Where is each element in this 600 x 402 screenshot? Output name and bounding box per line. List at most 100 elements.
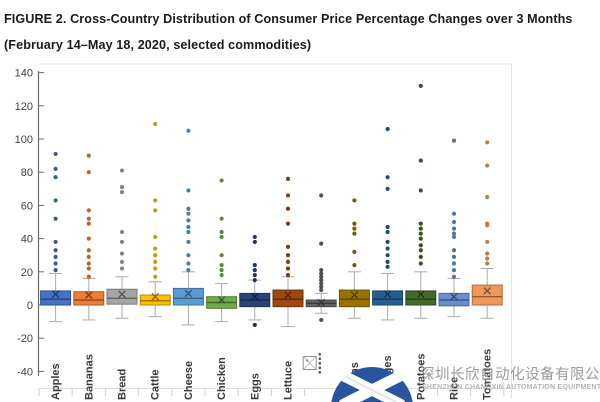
outlier-dot [385, 175, 390, 180]
x-axis-label-bread: Bread [117, 369, 129, 400]
mean-x-marker [251, 292, 259, 301]
outlier-dot [418, 236, 423, 241]
y-tick-label: -20 [17, 333, 33, 345]
outlier-dot [53, 198, 58, 203]
outlier-dot [319, 274, 324, 279]
outlier-dot [86, 261, 91, 266]
outlier-dot [352, 198, 357, 203]
outlier-dot [252, 322, 257, 328]
mean-x-marker [184, 289, 193, 298]
outlier-dot [153, 266, 158, 271]
outlier-dot [53, 248, 58, 253]
outlier-dot [485, 251, 490, 256]
outlier-dot [119, 251, 125, 256]
outlier-dot [451, 226, 457, 231]
outlier-dot [418, 221, 423, 226]
box-group-eggs: Eggs [239, 234, 271, 400]
outlier-dot [319, 284, 324, 289]
box-group-bread: Bread [106, 168, 138, 400]
outlier-dot [153, 234, 158, 240]
outlier-dot [319, 271, 324, 276]
outlier-dot [53, 166, 58, 171]
y-tick-label: -40 [17, 366, 33, 378]
outlier-dot [319, 268, 324, 273]
watermark: 深圳长欣自动化设备有限公司 SHENZHEN CHANGXIN AUTOMATI… [328, 356, 600, 402]
outlier-dot [53, 268, 58, 273]
outlier-dot [385, 259, 390, 264]
outlier-dot [319, 241, 324, 246]
outlier-dot [186, 224, 191, 230]
outlier-dot [119, 168, 125, 173]
mean-x-marker [217, 296, 226, 304]
iqr-box [73, 291, 105, 306]
company-logo-icon [331, 367, 413, 402]
outlier-dot [53, 261, 58, 266]
outlier-dot [186, 239, 191, 245]
outlier-dot [119, 190, 125, 195]
y-tick-label: 40 [21, 234, 33, 246]
outlier-dot [252, 234, 257, 240]
outlier-dot [86, 274, 91, 279]
outlier-dot [86, 208, 91, 213]
box-group-milk [302, 193, 337, 374]
outlier-dot [285, 176, 291, 181]
outlier-dot [352, 231, 357, 236]
outlier-dot [186, 229, 191, 235]
mean-x-marker [85, 291, 93, 299]
outlier-dot [451, 138, 457, 143]
outlier-dot [451, 211, 457, 216]
plot-border [38, 63, 512, 398]
mean-x-marker [284, 291, 292, 299]
outlier-dot [485, 261, 490, 266]
y-tick-label: 60 [21, 200, 33, 212]
y-tick-label: 140 [15, 68, 33, 80]
outlier-dot [418, 248, 423, 253]
mean-x-marker [350, 291, 359, 299]
outlier-dot [86, 254, 91, 259]
outlier-dot [418, 243, 423, 248]
box-group-rice: Rice [438, 138, 470, 400]
outlier-dot [451, 268, 457, 273]
outlier-dot [485, 239, 490, 245]
mean-x-marker [450, 292, 458, 301]
mean-x-marker [118, 290, 126, 298]
outlier-dot [319, 278, 324, 283]
box-group-chicken: Chicken [206, 178, 238, 400]
outlier-dot [485, 140, 490, 145]
outlier-dot [186, 128, 191, 133]
figure-subtitle: (February 14–May 18, 2020, selected comm… [4, 38, 312, 52]
box-group-apples: Apples [40, 151, 72, 400]
outlier-dot [186, 253, 191, 258]
outlier-dot [153, 208, 158, 213]
unreadable-label-text [318, 366, 321, 370]
outlier-dot [485, 256, 490, 261]
broken-image-icon [302, 353, 321, 374]
unreadable-label-text [318, 357, 321, 361]
unreadable-label-text [318, 362, 321, 365]
outlier-dot [451, 231, 457, 236]
iqr-box [405, 290, 437, 306]
outlier-dot [418, 231, 423, 236]
outlier-dot [53, 216, 58, 221]
outlier-dot [119, 185, 125, 190]
iqr-box [471, 284, 503, 306]
outlier-dot [252, 273, 257, 278]
x-axis-label-apples: Apples [50, 363, 62, 400]
iqr-box [172, 287, 204, 306]
outlier-dot [285, 244, 291, 249]
iqr-box [272, 289, 304, 308]
outlier-dot [53, 175, 58, 180]
iqr-box [338, 289, 370, 308]
y-tick-label: 20 [21, 267, 33, 279]
outlier-dot [451, 274, 457, 279]
outlier-dot [86, 236, 91, 241]
watermark-company-name-cn: 深圳长欣自动化设备有限公司 [420, 367, 600, 383]
mean-x-marker [383, 290, 392, 298]
outlier-dot [418, 261, 423, 266]
outlier-dot [119, 259, 125, 264]
outlier-dot [285, 266, 291, 271]
outlier-dot [451, 261, 457, 266]
outlier-dot [86, 153, 91, 158]
outlier-dot [252, 239, 257, 245]
outlier-dot [418, 254, 423, 259]
